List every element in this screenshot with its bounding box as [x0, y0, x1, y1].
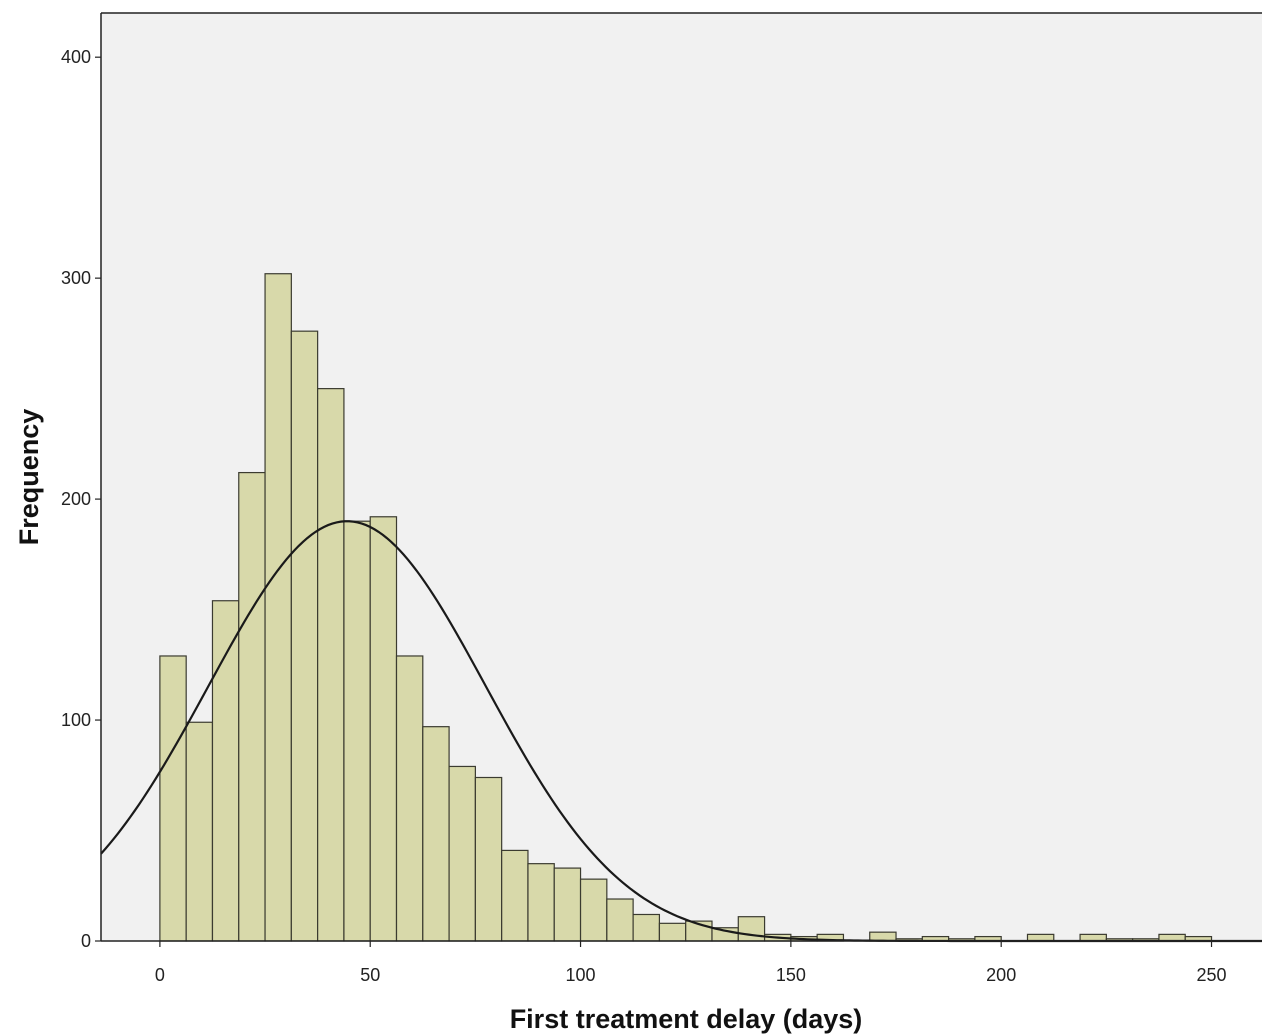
histogram-bar: [422, 726, 450, 942]
x-axis-ticks: 0 50 100 150 200 250: [155, 941, 1227, 985]
x-tick-label: 150: [776, 965, 806, 985]
histogram-bar: [658, 922, 687, 942]
histogram-bar: [343, 520, 371, 942]
histogram-bar: [211, 600, 240, 942]
y-tick-label: 100: [61, 710, 91, 730]
y-tick-label: 400: [61, 47, 91, 67]
histogram-bar: [553, 867, 582, 942]
histogram-bar: [369, 516, 398, 942]
x-axis-title: First treatment delay (days): [510, 1004, 863, 1034]
histogram-bar: [317, 388, 345, 942]
histogram-bar: [290, 330, 319, 942]
histogram-bar: [579, 878, 608, 942]
histogram-bar: [737, 916, 766, 942]
histogram-bar: [632, 913, 661, 942]
y-tick-label: 300: [61, 268, 91, 288]
x-tick-label: 200: [986, 965, 1016, 985]
x-tick-label: 50: [360, 965, 380, 985]
histogram-bar: [606, 898, 634, 942]
histogram-bar: [448, 765, 476, 942]
histogram-bar: [264, 273, 292, 942]
histogram-bars: [159, 273, 1213, 942]
histogram-bar: [474, 776, 503, 942]
x-tick-label: 250: [1196, 965, 1226, 985]
y-axis-ticks: 0 100 200 300 400: [61, 47, 101, 951]
y-axis-title: Frequency: [14, 409, 44, 546]
histogram-bar: [527, 863, 555, 942]
axes: [100, 12, 1262, 942]
histogram-bar: [185, 721, 214, 942]
x-tick-label: 100: [566, 965, 596, 985]
y-tick-label: 0: [81, 931, 91, 951]
x-tick-label: 0: [155, 965, 165, 985]
histogram-bar: [395, 655, 424, 942]
histogram-bar: [238, 471, 266, 942]
y-tick-label: 200: [61, 489, 91, 509]
histogram-bar: [501, 849, 529, 942]
histogram-bar: [159, 655, 187, 942]
